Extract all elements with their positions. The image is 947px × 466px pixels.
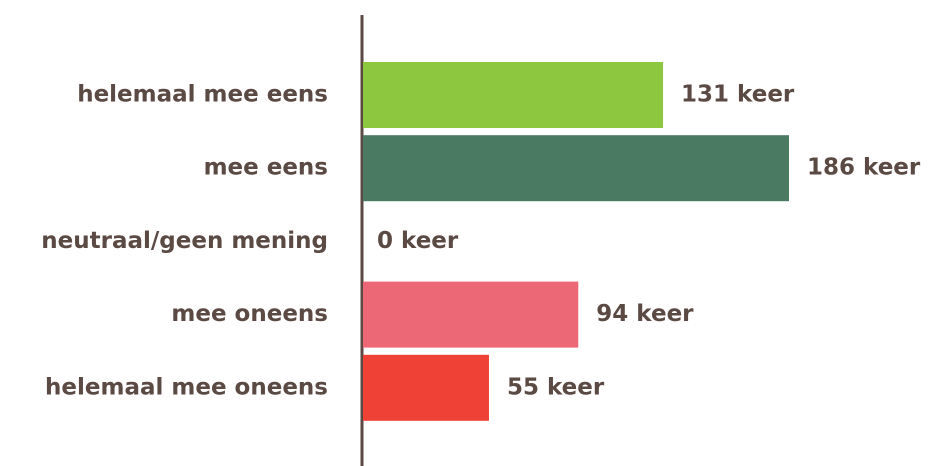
value-label: 0 keer [377, 228, 459, 254]
value-label: 186 keer [807, 155, 921, 181]
value-label: 131 keer [681, 82, 795, 108]
bar [363, 354, 489, 421]
bar [363, 281, 579, 348]
category-label: neutraal/geen mening [41, 228, 328, 254]
category-label: helemaal mee eens [77, 82, 328, 108]
category-label: mee oneens [171, 301, 328, 327]
value-label: 94 keer [596, 301, 694, 327]
bar [363, 62, 664, 128]
category-label: mee eens [204, 155, 328, 181]
category-label: helemaal mee oneens [45, 374, 328, 400]
value-label: 55 keer [507, 374, 605, 400]
bar [363, 135, 789, 202]
